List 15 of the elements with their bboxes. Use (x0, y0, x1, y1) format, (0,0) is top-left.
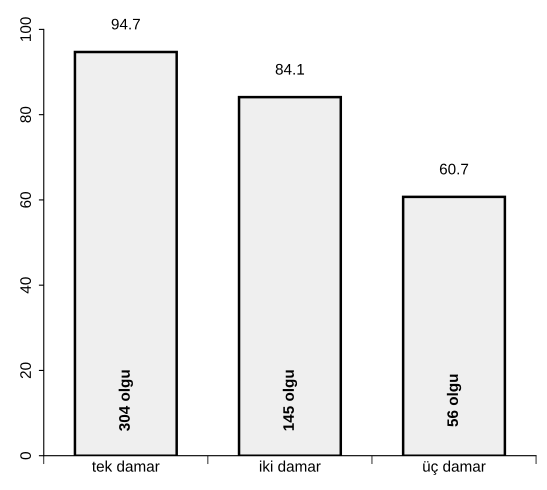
x-tick-label: üç damar (423, 460, 486, 475)
x-tick-label: iki damar (260, 460, 321, 472)
y-tick-label: 80 (20, 106, 32, 122)
y-tick-label: 60 (20, 192, 32, 208)
data-label: 60.7 (440, 164, 468, 174)
x-tick-label: tek damar (92, 460, 160, 472)
y-tick-label: 40 (20, 277, 32, 294)
annotation: 304 olgu (118, 370, 133, 431)
annotation: 56 olgu (446, 374, 462, 427)
y-tick-label: 0 (20, 452, 32, 460)
annotation: 145 olgu (282, 370, 298, 430)
data-label: 84.1 (276, 64, 304, 75)
y-tick-label: 100 (20, 17, 32, 41)
data-label: 94.7 (112, 18, 140, 30)
y-tick-label: 20 (20, 362, 32, 378)
